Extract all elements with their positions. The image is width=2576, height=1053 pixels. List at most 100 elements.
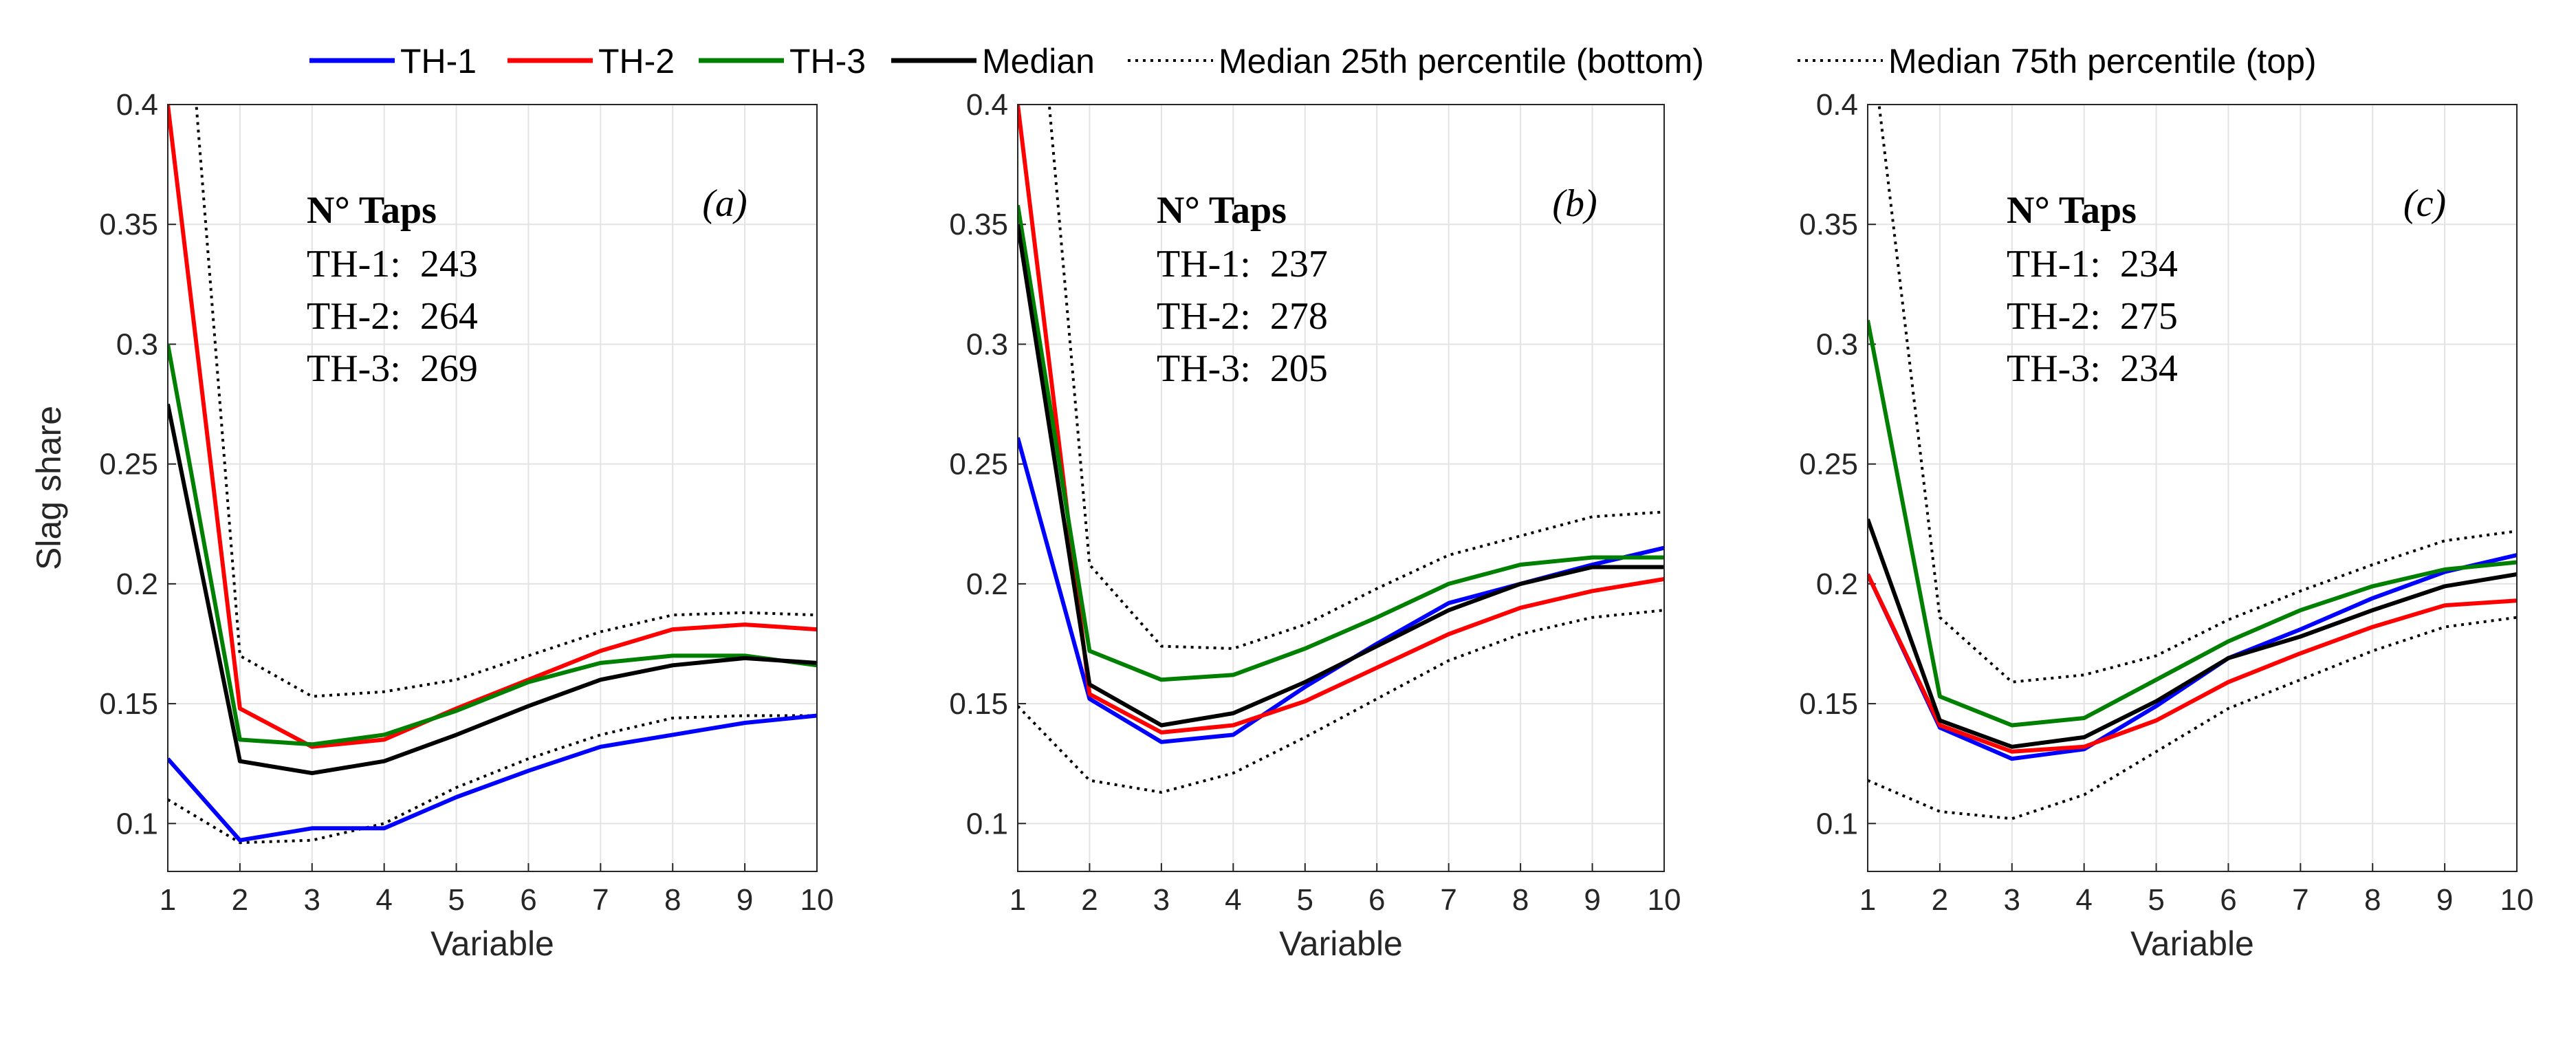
x-tick-label: 7 [2292, 883, 2308, 917]
x-tick-label: 8 [2364, 883, 2381, 917]
series-line-th2 [1868, 573, 2517, 754]
series-line-p25 [1868, 616, 2517, 821]
y-tick-label: 0.1 [1816, 807, 1858, 840]
series-line-median [1868, 518, 2517, 749]
x-tick-label: 1 [160, 883, 176, 917]
legend-label-th3: TH-3 [789, 42, 866, 80]
y-axis-label: Slag share [30, 406, 68, 570]
x-tick-label: 10 [2500, 883, 2534, 917]
x-tick-label: 6 [1368, 883, 1385, 917]
legend-label-p75: Median 75th percentile (top) [1888, 42, 2317, 80]
x-tick-label: 9 [2436, 883, 2453, 917]
series-line-th3 [1868, 320, 2517, 728]
series-group [168, 105, 817, 845]
y-tick-label: 0.3 [116, 327, 158, 361]
x-tick-label: 9 [1584, 883, 1600, 917]
series-line-th1 [168, 713, 817, 843]
x-tick-label: 5 [1297, 883, 1313, 917]
y-tick-label: 0.35 [1799, 208, 1858, 241]
panel-c: 1 2 3 4 5 6 7 8 9 10 0.1 0.15 0.2 0.25 0.3 0.35 0.4 Varia… [1799, 88, 2534, 963]
series-line-th3 [1018, 204, 1664, 682]
series-line-th2 [168, 105, 817, 749]
axes-frame [167, 104, 818, 872]
panel-b: 1 2 3 4 5 6 7 8 9 10 0.1 0.15 0.2 0.25 0.3 0.35 0.4 Varia… [949, 88, 1681, 963]
x-tick-label: 5 [448, 883, 464, 917]
series-line-th2 [1018, 105, 1664, 735]
legend: TH-1 TH-2 TH-3 Median Median 25th percentile… [309, 42, 2317, 80]
x-tick-label: 5 [2148, 883, 2164, 917]
x-axis-label: Variable [2130, 924, 2254, 963]
annotation-title: N° Taps [307, 189, 437, 232]
x-tick-label: 8 [664, 883, 681, 917]
x-tick-label: 6 [2220, 883, 2236, 917]
x-axis-label: Variable [430, 924, 554, 963]
x-tick-label: 3 [304, 883, 320, 917]
y-tick-label: 0.4 [1816, 88, 1858, 122]
y-tick-label: 0.3 [1816, 327, 1858, 361]
x-tick-label: 2 [1081, 883, 1098, 917]
x-tick-label: 1 [1859, 883, 1876, 917]
y-tick-label: 0.15 [1799, 687, 1858, 721]
annotation-line: TH-2: 278 [1157, 295, 1328, 338]
annotation-line: TH-2: 264 [307, 295, 478, 338]
axes-frame [1017, 104, 1665, 872]
y-tick-label: 0.35 [99, 208, 158, 241]
annotation-line: TH-3: 205 [1157, 347, 1328, 390]
x-tick-label: 3 [2004, 883, 2020, 917]
y-tick-label: 0.15 [99, 687, 158, 721]
y-tick-label: 0.25 [1799, 448, 1858, 481]
annotation-line: TH-1: 234 [2007, 243, 2178, 285]
x-tick-label: 4 [375, 883, 392, 917]
x-axis-label: Variable [1279, 924, 1403, 963]
series-line-p25 [1018, 609, 1664, 794]
annotation-line: TH-2: 275 [2007, 295, 2178, 338]
x-tick-label: 7 [592, 883, 609, 917]
panel-label: (b) [1552, 182, 1597, 225]
legend-label-median: Median [982, 42, 1095, 80]
annotation-line: TH-1: 243 [307, 243, 478, 285]
panel-label: (c) [2403, 182, 2446, 225]
legend-label-th1: TH-1 [400, 42, 477, 80]
y-tick-label: 0.4 [116, 88, 158, 122]
series-line-p75 [195, 105, 817, 698]
axes-frame [1867, 104, 2518, 872]
x-tick-label: 6 [520, 883, 536, 917]
x-tick-label: 2 [232, 883, 248, 917]
annotation-title: N° Taps [1157, 189, 1287, 232]
series-line-median [1018, 224, 1664, 728]
y-tick-label: 0.15 [949, 687, 1008, 721]
annotation-line: TH-1: 237 [1157, 243, 1328, 285]
x-tick-label: 1 [1009, 883, 1026, 917]
series-group [1868, 105, 2517, 821]
series-line-p25 [168, 714, 817, 845]
y-tick-label: 0.1 [116, 807, 158, 840]
x-tick-label: 2 [1932, 883, 1948, 917]
annotation-title: N° Taps [2007, 189, 2137, 232]
panel-label: (a) [702, 182, 747, 225]
series-line-median [168, 403, 817, 776]
plot-area [1018, 105, 1664, 871]
x-tick-label: 7 [1440, 883, 1456, 917]
legend-label-p25: Median 25th percentile (bottom) [1219, 42, 1704, 80]
x-tick-label: 10 [1648, 883, 1681, 917]
x-tick-label: 10 [800, 883, 834, 917]
y-tick-label: 0.2 [116, 567, 158, 601]
y-tick-label: 0.35 [949, 208, 1008, 241]
annotation-line: TH-3: 269 [307, 347, 478, 390]
x-tick-label: 3 [1153, 883, 1170, 917]
chart-panels: 1 2 3 4 5 6 7 8 9 100.10.150.20.250.30.350.4Varia… [30, 88, 2534, 963]
x-tick-label: 8 [1512, 883, 1529, 917]
series-line-th3 [168, 343, 817, 747]
x-tick-label: 4 [2075, 883, 2092, 917]
annotation-line: TH-3: 234 [2007, 347, 2178, 390]
y-tick-label: 0.1 [966, 807, 1008, 840]
y-tick-label: 0.25 [949, 448, 1008, 481]
y-tick-label: 0.25 [99, 448, 158, 481]
x-tick-label: 9 [736, 883, 753, 917]
series-group [1018, 105, 1664, 794]
legend-label-th2: TH-2 [598, 42, 675, 80]
x-tick-label: 4 [1225, 883, 1241, 917]
y-tick-label: 0.2 [966, 567, 1008, 601]
y-tick-label: 0.4 [966, 88, 1008, 122]
